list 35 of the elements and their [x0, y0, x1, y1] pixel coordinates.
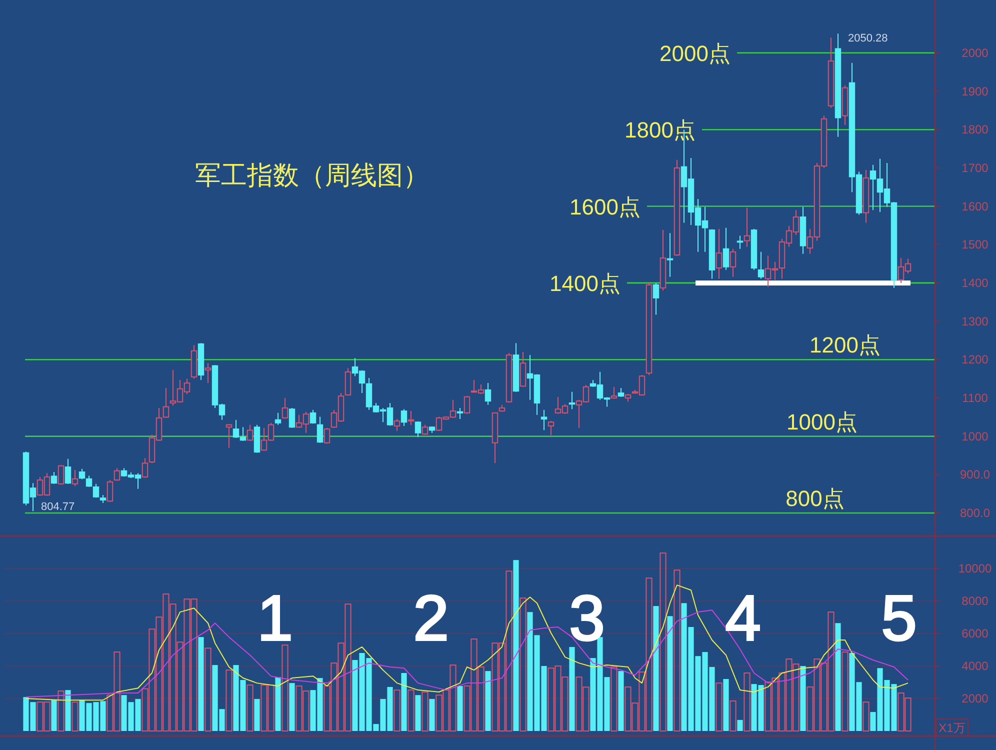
y-tick-label: 1300 — [962, 314, 988, 328]
annotation: 2 — [413, 582, 449, 654]
y-tick-label: 1400 — [962, 276, 988, 290]
y-tick-label: 2000 — [962, 46, 988, 60]
y-tick-label: 800.0 — [960, 506, 990, 520]
y-tick-label: 1000 — [962, 429, 988, 444]
y-axis-title: X1万 — [938, 721, 966, 735]
y-tick-label: 8000 — [962, 594, 988, 608]
y-tick-label: 1200 — [962, 352, 988, 367]
y-tick-label: 900.0 — [960, 468, 990, 482]
ref-line-label: 1800点 — [624, 118, 696, 143]
y-tick-label: 1700 — [962, 160, 988, 175]
y-tick-label: 1500 — [962, 238, 988, 252]
ref-line-label: 2000点 — [660, 40, 730, 66]
y-tick-label: 1100 — [962, 390, 988, 405]
annotation: 2050.28 — [848, 32, 888, 45]
ref-line-label: 1200点 — [810, 332, 880, 358]
annotation: 4 — [725, 582, 761, 654]
title: 军工指数（周线图） — [195, 160, 429, 190]
y-tick-label: 1900 — [962, 84, 988, 98]
annotation: 3 — [569, 582, 605, 654]
ref-line-label: 1400点 — [550, 270, 620, 296]
annotation: 1 — [257, 582, 293, 654]
ref-line-label: 1000点 — [786, 409, 858, 434]
annotation: 5 — [881, 582, 917, 654]
annotation: 804.77 — [41, 501, 75, 514]
y-tick-label: 1600 — [962, 199, 988, 214]
y-tick-label: 2000 — [962, 692, 988, 706]
y-tick-label: 10000 — [958, 562, 992, 576]
ref-line-label: 800点 — [786, 486, 844, 511]
y-axis-label: X1万 — [936, 718, 968, 736]
ref-line-label: 1600点 — [570, 194, 640, 220]
y-tick-label: 1800 — [962, 122, 988, 137]
y-tick-label: 4000 — [962, 659, 988, 673]
y-tick-label: 6000 — [962, 626, 988, 640]
